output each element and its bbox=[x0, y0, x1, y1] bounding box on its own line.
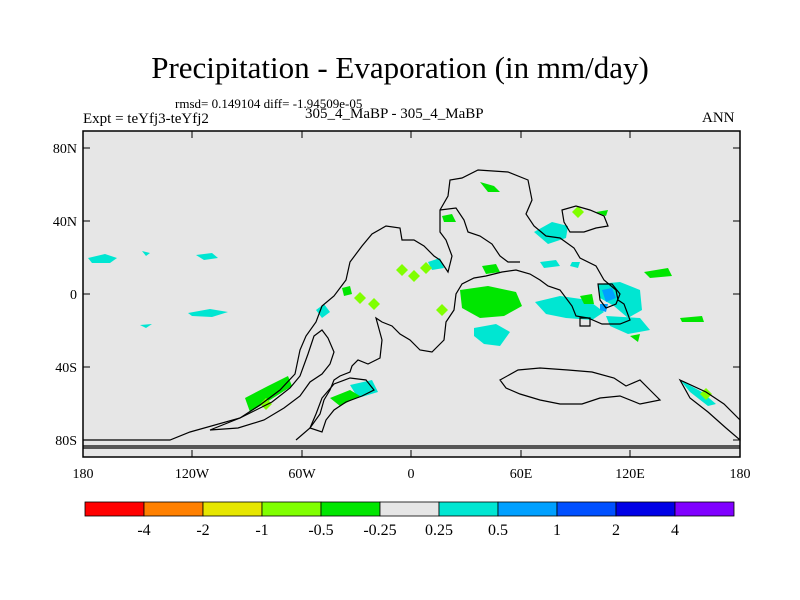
lat-label-0: 0 bbox=[70, 288, 77, 303]
colorbar-swatch bbox=[615, 501, 676, 517]
colorbar-swatch bbox=[143, 501, 204, 517]
colorbar-label: -1 bbox=[255, 522, 268, 539]
colorbar-label: -0.25 bbox=[363, 522, 396, 539]
colorbar-swatch bbox=[202, 501, 263, 517]
lon-label-60e: 60E bbox=[510, 467, 533, 482]
lon-label-120e: 120E bbox=[615, 467, 645, 482]
colorbar-swatch bbox=[84, 501, 145, 517]
lat-label-80s: 80S bbox=[55, 434, 77, 449]
colorbar-swatch bbox=[320, 501, 381, 517]
colorbar-swatch bbox=[497, 501, 558, 517]
lat-label-40n: 40N bbox=[53, 215, 77, 230]
lon-label-120w: 120W bbox=[175, 467, 210, 482]
field-shading bbox=[88, 182, 716, 412]
colorbar-label: 1 bbox=[553, 522, 561, 539]
lon-label-180e: 180 bbox=[730, 467, 751, 482]
colorbar-swatch bbox=[379, 501, 440, 517]
lat-label-80n: 80N bbox=[53, 142, 77, 157]
colorbar-label: 0.5 bbox=[488, 522, 508, 539]
lat-label-40s: 40S bbox=[55, 361, 77, 376]
colorbar-label: -2 bbox=[196, 522, 209, 539]
lon-ticks bbox=[82, 131, 741, 457]
colorbar-label: -0.5 bbox=[308, 522, 333, 539]
colorbar-label: 0.25 bbox=[425, 522, 453, 539]
colorbar-swatch bbox=[674, 501, 735, 517]
colorbar-swatch bbox=[438, 501, 499, 517]
colorbar bbox=[84, 501, 735, 517]
page-title: Precipitation - Evaporation (in mm/day) bbox=[151, 50, 649, 85]
lon-label-180w: 180 bbox=[73, 467, 94, 482]
season-label: ANN bbox=[702, 110, 735, 126]
colorbar-swatch bbox=[556, 501, 617, 517]
colorbar-label: 4 bbox=[671, 522, 679, 539]
colorbar-label: -4 bbox=[137, 522, 150, 539]
map-background bbox=[83, 131, 740, 457]
lat-ticks bbox=[83, 147, 740, 441]
stats-subtitle: rmsd= 0.149104 diff= -1.94509e-05 bbox=[175, 96, 363, 111]
lon-label-0: 0 bbox=[408, 467, 415, 482]
colorbar-label: 2 bbox=[612, 522, 620, 539]
colorbar-swatch bbox=[261, 501, 322, 517]
lon-label-60w: 60W bbox=[288, 467, 316, 482]
experiment-label: Expt = teYfj3-teYfj2 bbox=[83, 111, 209, 127]
center-label: 305_4_MaBP - 305_4_MaBP bbox=[305, 106, 484, 122]
